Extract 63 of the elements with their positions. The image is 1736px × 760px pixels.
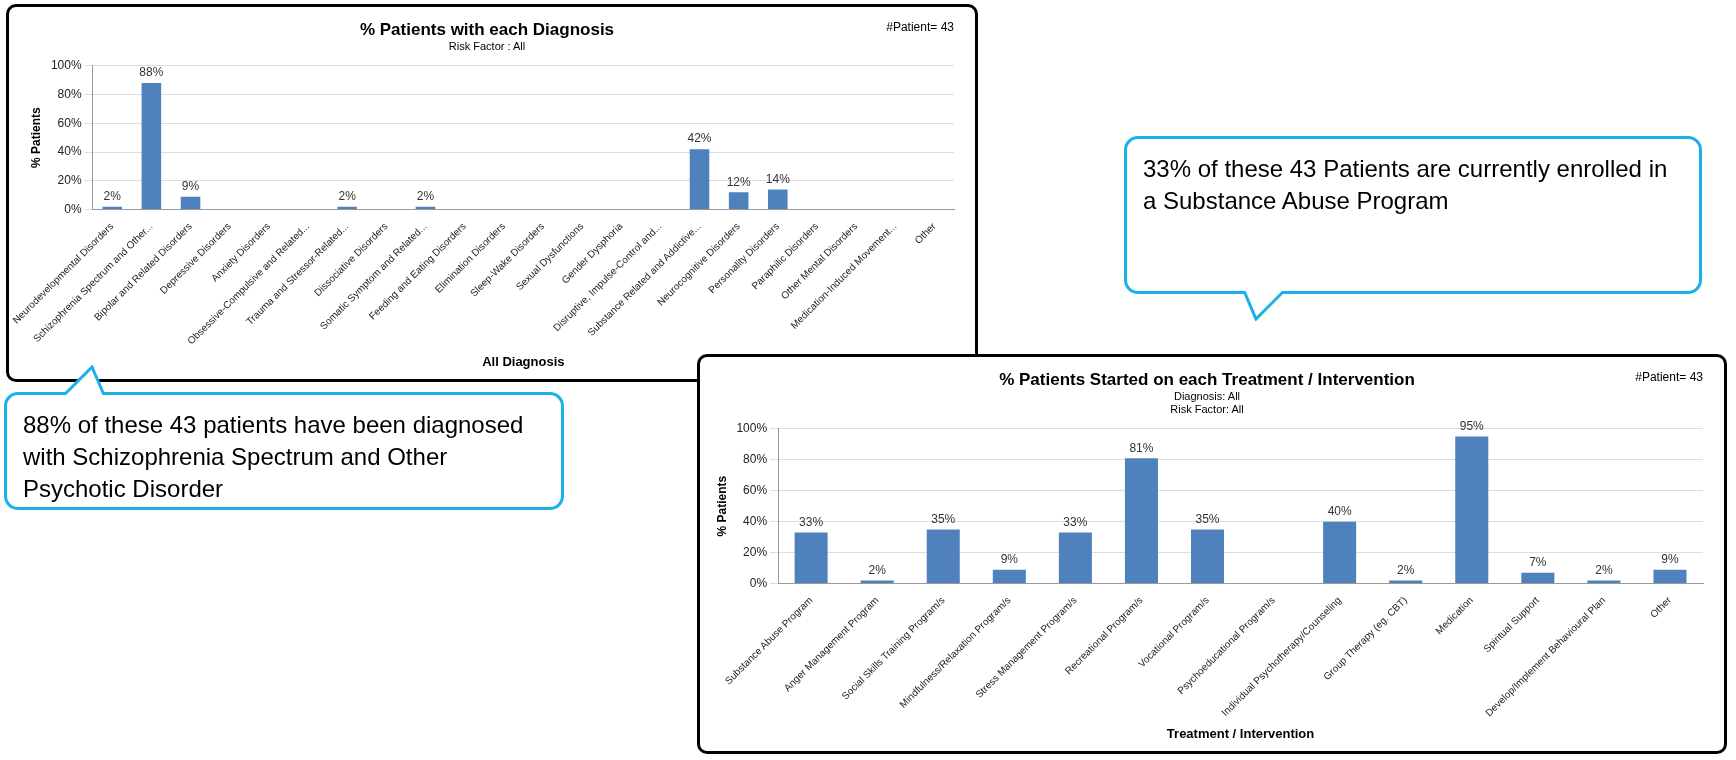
data-label: 33% <box>799 514 824 529</box>
text: 33% of these 43 Patients are currently enrolled in a Substance Abuse Program <box>1124 136 1702 294</box>
bar <box>728 192 749 210</box>
bar <box>768 189 788 210</box>
y-tick-label: 100% <box>736 421 768 436</box>
data-label: 12% <box>726 174 751 189</box>
bar <box>689 149 710 210</box>
data-label: 2% <box>1595 562 1613 577</box>
data-label: 40% <box>1327 503 1352 518</box>
y-tick-label: 80% <box>57 86 82 101</box>
chart-subtitle: Diagnosis: All Risk Factor: All <box>1170 390 1244 416</box>
chart-title: % Patients with each Diagnosis <box>359 19 615 39</box>
data-label: 88% <box>139 65 164 80</box>
bar <box>1521 572 1555 584</box>
data-label: 95% <box>1459 418 1485 433</box>
x-axis-title: All Diagnosis <box>482 353 565 369</box>
y-tick-label: 40% <box>743 513 768 528</box>
text: 88% of these 43 patients have been diagnosed with Schizophrenia Spectrum and Other Psychotic Disorder <box>4 392 564 510</box>
bar <box>794 532 828 584</box>
data-label: 9% <box>1661 551 1679 566</box>
x-axis-title: Treatment / Intervention <box>1166 725 1315 741</box>
data-label: 2% <box>103 189 122 204</box>
data-label: 7% <box>1529 555 1547 570</box>
y-tick-label: 0% <box>749 575 768 590</box>
data-label: 2% <box>338 189 357 204</box>
data-label: 14% <box>765 171 791 186</box>
data-label: 35% <box>931 511 956 526</box>
bar <box>180 196 201 210</box>
y-axis-title: % Patients <box>29 106 44 168</box>
data-label: 81% <box>1129 440 1154 455</box>
chart-title: % Patients Started on each Treatment / Intervention <box>999 369 1415 389</box>
bar <box>860 580 894 584</box>
y-tick-label: 20% <box>743 544 768 559</box>
y-axis-title: % Patients <box>714 475 729 537</box>
data-label: 2% <box>1397 562 1415 577</box>
data-label: 35% <box>1195 511 1220 526</box>
text: #Patient= 43 <box>1635 370 1704 385</box>
bar <box>141 82 162 210</box>
y-tick-label: 40% <box>57 144 82 159</box>
y-tick-label: 60% <box>57 115 82 130</box>
bar <box>1124 458 1158 584</box>
bar <box>1191 529 1225 584</box>
y-tick-label: 60% <box>743 483 768 498</box>
data-label: 9% <box>1000 551 1019 566</box>
data-label: 42% <box>687 131 712 146</box>
bar <box>1323 521 1357 584</box>
bar <box>1058 532 1092 584</box>
bar <box>1389 580 1423 584</box>
text: #Patient= 43 <box>886 20 955 35</box>
data-label: 2% <box>868 562 887 577</box>
bar <box>926 529 960 584</box>
y-tick-label: 80% <box>743 452 768 467</box>
bar <box>1653 569 1687 584</box>
chart-subtitle: Risk Factor : All <box>448 40 526 53</box>
bar <box>992 569 1026 584</box>
y-tick-label: 0% <box>64 201 82 216</box>
data-label: 2% <box>416 189 435 204</box>
bar <box>1455 436 1489 584</box>
y-tick-label: 100% <box>50 57 82 72</box>
y-tick-label: 20% <box>57 173 82 188</box>
data-label: 33% <box>1063 514 1088 529</box>
data-label: 9% <box>181 178 200 193</box>
bar <box>1587 580 1621 584</box>
